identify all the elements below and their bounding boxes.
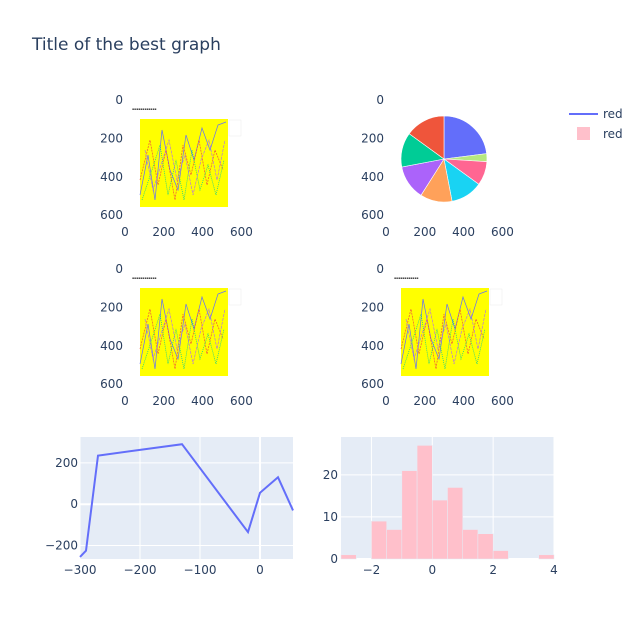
histogram-bar (462, 529, 479, 560)
embedded-legend (489, 288, 503, 306)
line-x-tick: 0 (256, 563, 264, 577)
histogram-bar (432, 499, 448, 560)
image-y-tick: 400 (361, 170, 384, 184)
histogram-subplot: −2 0 2 4 0 10 20 (323, 437, 558, 577)
embedded-series (144, 307, 226, 365)
image-x-tick: 400 (191, 225, 214, 239)
image-y-tick: 400 (361, 339, 384, 353)
image-x-tick: 0 (382, 225, 390, 239)
image-y-tick: 200 (100, 131, 123, 145)
image-y-tick: 0 (115, 93, 123, 107)
image-x-tick: 600 (230, 225, 253, 239)
image-x-tick: 400 (191, 394, 214, 408)
histogram-y-tick: 10 (323, 510, 338, 524)
embedded-pie (400, 115, 488, 203)
histogram-x-tick: −2 (363, 563, 381, 577)
histogram-bar (401, 470, 418, 560)
line-y-tick: 200 (55, 456, 78, 470)
legend-label-line: red (603, 107, 623, 121)
image-y-tick: 200 (100, 300, 123, 314)
histogram-bar (447, 487, 463, 560)
embedded-legend (228, 288, 242, 306)
histogram-bar (492, 550, 509, 560)
line-axis-ticks: −300 −200 −100 0 −200 0 200 (45, 456, 264, 577)
image-x-tick: 600 (491, 225, 514, 239)
image-y-tick: 400 (100, 170, 123, 184)
image-x-tick: 200 (152, 225, 175, 239)
histogram-bar (340, 554, 357, 560)
embedded-legend (228, 119, 242, 137)
image-x-tick: 200 (413, 394, 436, 408)
image-panel-1: ▪▪▪▪▪▪▪▪▪▪▪▪ (130, 107, 245, 212)
embedded-series (139, 290, 227, 370)
legend-label-bar: red (603, 127, 623, 141)
image-y-tick: 600 (100, 208, 123, 222)
histogram-y-tick: 20 (323, 468, 338, 482)
embedded-title-scrap: ▪▪▪▪▪▪▪▪▪▪▪▪ (132, 107, 156, 111)
image-panel-3: ▪▪▪▪▪▪▪▪▪▪▪▪ (130, 276, 245, 381)
image-y-tick: 200 (361, 131, 384, 145)
image-x-tick: 0 (121, 394, 129, 408)
image-y-tick: 600 (361, 208, 384, 222)
image-x-tick: 0 (121, 225, 129, 239)
histogram-x-tick: 0 (428, 563, 436, 577)
legend-bar-swatch (577, 127, 590, 140)
histogram-bar (386, 529, 403, 560)
image-y-tick: 0 (376, 262, 384, 276)
line-y-tick: −200 (45, 539, 78, 553)
image-x-tick: 600 (491, 394, 514, 408)
line-series-red (79, 443, 294, 558)
line-subplot: −300 −200 −100 0 −200 0 200 (45, 437, 294, 577)
embedded-title-scrap: ▪▪▪▪▪▪▪▪▪▪▪▪ (132, 276, 156, 280)
line-plot-area (80, 437, 293, 559)
image-x-tick: 200 (413, 225, 436, 239)
embedded-legend (491, 112, 505, 144)
embedded-plot-background (401, 288, 489, 376)
image-panel-2 (392, 108, 510, 212)
image-panel-4: ▪▪▪▪▪▪▪▪▪▪▪▪ (392, 276, 510, 381)
line-y-tick: 0 (70, 497, 78, 511)
line-x-tick: −200 (124, 563, 157, 577)
image-x-tick: 0 (382, 394, 390, 408)
embedded-series (400, 308, 485, 370)
histogram-y-tick: 0 (330, 552, 338, 566)
embedded-series (400, 290, 488, 370)
legend: red red (569, 107, 623, 141)
image-y-tick: 600 (100, 377, 123, 391)
image-y-tick: 0 (115, 262, 123, 276)
embedded-series (139, 308, 224, 370)
histogram-bar (477, 533, 494, 560)
embedded-series (139, 121, 227, 201)
image-x-tick: 600 (230, 394, 253, 408)
image-x-tick: 400 (452, 394, 475, 408)
histogram-bars (340, 445, 555, 560)
embedded-pie-slice (443, 115, 487, 160)
line-x-tick: −100 (184, 563, 217, 577)
embedded-pie-slice (408, 115, 445, 160)
histogram-bar (538, 554, 555, 560)
histogram-bar (371, 520, 387, 560)
embedded-plot-background (140, 119, 228, 207)
embedded-plot-background (140, 288, 228, 376)
embedded-series (405, 307, 487, 365)
image-y-tick: 400 (100, 339, 123, 353)
histogram-x-tick: 2 (489, 563, 497, 577)
image-y-tick: 200 (361, 300, 384, 314)
histogram-bar (416, 445, 433, 560)
image-x-tick: 400 (452, 225, 475, 239)
embedded-series (139, 139, 224, 201)
image-y-tick: 600 (361, 377, 384, 391)
image-y-tick: 0 (376, 93, 384, 107)
histogram-axis-ticks: −2 0 2 4 0 10 20 (323, 468, 558, 577)
image-x-tick: 200 (152, 394, 175, 408)
figure-title: Title of the best graph (31, 35, 221, 55)
embedded-title-scrap: ▪▪▪▪▪▪▪▪▪▪▪▪ (394, 276, 418, 280)
histogram-x-tick: 4 (550, 563, 558, 577)
embedded-series (144, 138, 226, 196)
image-axes: 0 200 400 600 0 200 400 600 0 200 400 600 0 200 400 600… (100, 93, 514, 408)
line-x-tick: −300 (64, 563, 97, 577)
